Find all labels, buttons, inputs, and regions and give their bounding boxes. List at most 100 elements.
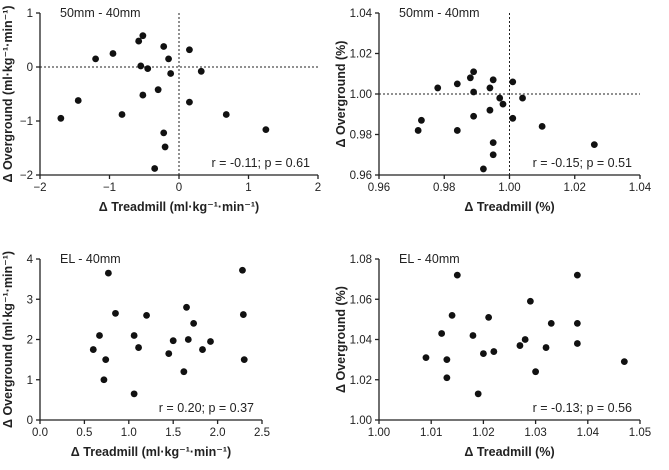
y-axis-title: Δ Overground (ml·kg⁻¹·min⁻¹): [1, 251, 15, 428]
data-point: [160, 43, 168, 50]
x-tick-label: 2: [315, 182, 321, 194]
data-point: [160, 129, 168, 137]
y-tick-label: 0.96: [350, 170, 372, 182]
data-point: [169, 337, 177, 345]
x-axis-title: Δ Treadmill (ml·kg⁻¹·min⁻¹): [71, 445, 231, 459]
x-tick-label: 1.04: [577, 427, 600, 439]
data-point: [499, 100, 507, 108]
data-point: [470, 68, 478, 76]
data-point: [96, 332, 103, 339]
data-point: [509, 78, 517, 86]
data-point: [489, 139, 497, 147]
data-point: [143, 311, 150, 319]
data-point: [74, 97, 82, 104]
y-tick-label: 1.04: [350, 335, 373, 347]
correlation-annotation: r = -0.11; p = 0.61: [212, 156, 310, 170]
data-point: [573, 320, 581, 327]
data-point: [262, 126, 270, 134]
data-point: [516, 342, 524, 349]
data-point: [118, 111, 126, 118]
data-point: [139, 91, 147, 99]
y-axis-title: Δ Overground (%): [334, 41, 348, 148]
data-point: [184, 336, 192, 343]
data-point: [422, 354, 430, 362]
x-tick-label: 0.0: [32, 427, 48, 439]
data-point: [222, 111, 230, 118]
y-tick-label: 1.02: [350, 49, 372, 61]
data-point: [480, 165, 487, 173]
data-point: [490, 348, 498, 355]
y-tick-label: 1.02: [350, 375, 372, 387]
data-point: [89, 346, 97, 353]
data-point: [183, 303, 190, 311]
data-point: [57, 114, 65, 122]
data-point: [144, 65, 152, 73]
panel-title: EL - 40mm: [399, 252, 460, 266]
data-point: [104, 269, 112, 277]
x-tick-label: 1.02: [472, 427, 494, 439]
data-point: [521, 336, 529, 343]
data-point: [453, 271, 461, 279]
panel-bottom-left: 0.0 0.5 1.0 1.5 2.0 2.5 0 1 2 3 4 Δ Treadmill (ml·k…: [1, 251, 270, 459]
data-point: [92, 55, 99, 63]
data-point: [100, 376, 108, 384]
x-tick-label: 2.0: [210, 427, 226, 439]
x-tick-label: 0.96: [368, 182, 390, 194]
data-point: [489, 151, 497, 159]
y-tick-label: 1: [27, 375, 33, 387]
data-point: [469, 332, 477, 339]
data-point: [102, 356, 110, 364]
data-point: [519, 94, 526, 102]
data-point: [161, 143, 169, 151]
data-point: [573, 340, 581, 347]
x-tick-label: 1.00: [498, 182, 520, 194]
data-point: [418, 116, 425, 124]
data-point: [239, 266, 246, 274]
data-point: [547, 320, 555, 327]
data-point: [130, 390, 138, 398]
data-point: [532, 368, 539, 376]
x-tick-label: 0: [176, 182, 182, 194]
y-tick-label: 1: [27, 8, 33, 20]
data-point: [573, 271, 581, 279]
data-point: [167, 70, 175, 77]
correlation-annotation: r = -0.13; p = 0.56: [533, 401, 632, 415]
data-point: [130, 332, 138, 339]
data-point: [480, 350, 487, 357]
data-point: [438, 330, 446, 337]
data-point: [112, 309, 119, 317]
data-point: [154, 86, 162, 94]
y-tick-label: 2: [27, 335, 33, 347]
data-point: [434, 84, 442, 92]
data-point: [190, 320, 198, 327]
panel-top-right: 0.96 0.98 1.00 1.02 1.04 0.96 0.98 1.00 1.02 1.04…: [334, 6, 652, 214]
correlation-annotation: r = 0.20; p = 0.37: [159, 401, 254, 415]
x-tick-label: 1.0: [121, 427, 137, 439]
data-point: [448, 311, 456, 319]
x-tick-label: 1.02: [564, 182, 586, 194]
x-axis-title: Δ Treadmill (ml·kg⁻¹·min⁻¹): [99, 200, 259, 214]
x-axis-title: Δ Treadmill (%): [464, 200, 554, 214]
y-axis-title: Δ Overground (ml·kg⁻¹·min⁻¹): [1, 5, 15, 182]
data-point: [186, 98, 193, 106]
y-tick-label: 1.00: [350, 89, 372, 101]
y-tick-label: 0: [27, 415, 33, 427]
data-point: [414, 127, 422, 134]
x-tick-label: 1.5: [165, 427, 181, 439]
data-point: [620, 358, 628, 366]
x-tick-label: 0.98: [433, 182, 455, 194]
x-tick-label: −2: [33, 182, 46, 194]
data-point: [485, 313, 493, 321]
data-point: [240, 356, 248, 364]
correlation-annotation: r = -0.15; p = 0.51: [533, 156, 632, 170]
x-tick-label: 2.5: [254, 427, 270, 439]
x-axis-title: Δ Treadmill (%): [464, 445, 554, 459]
data-point: [509, 114, 517, 122]
panel-title: 50mm - 40mm: [399, 6, 480, 20]
data-point: [139, 32, 147, 40]
data-point: [199, 346, 206, 353]
x-tick-label: 1.05: [629, 427, 651, 439]
x-tick-label: 1.03: [524, 427, 546, 439]
y-tick-label: 1.04: [350, 8, 373, 20]
